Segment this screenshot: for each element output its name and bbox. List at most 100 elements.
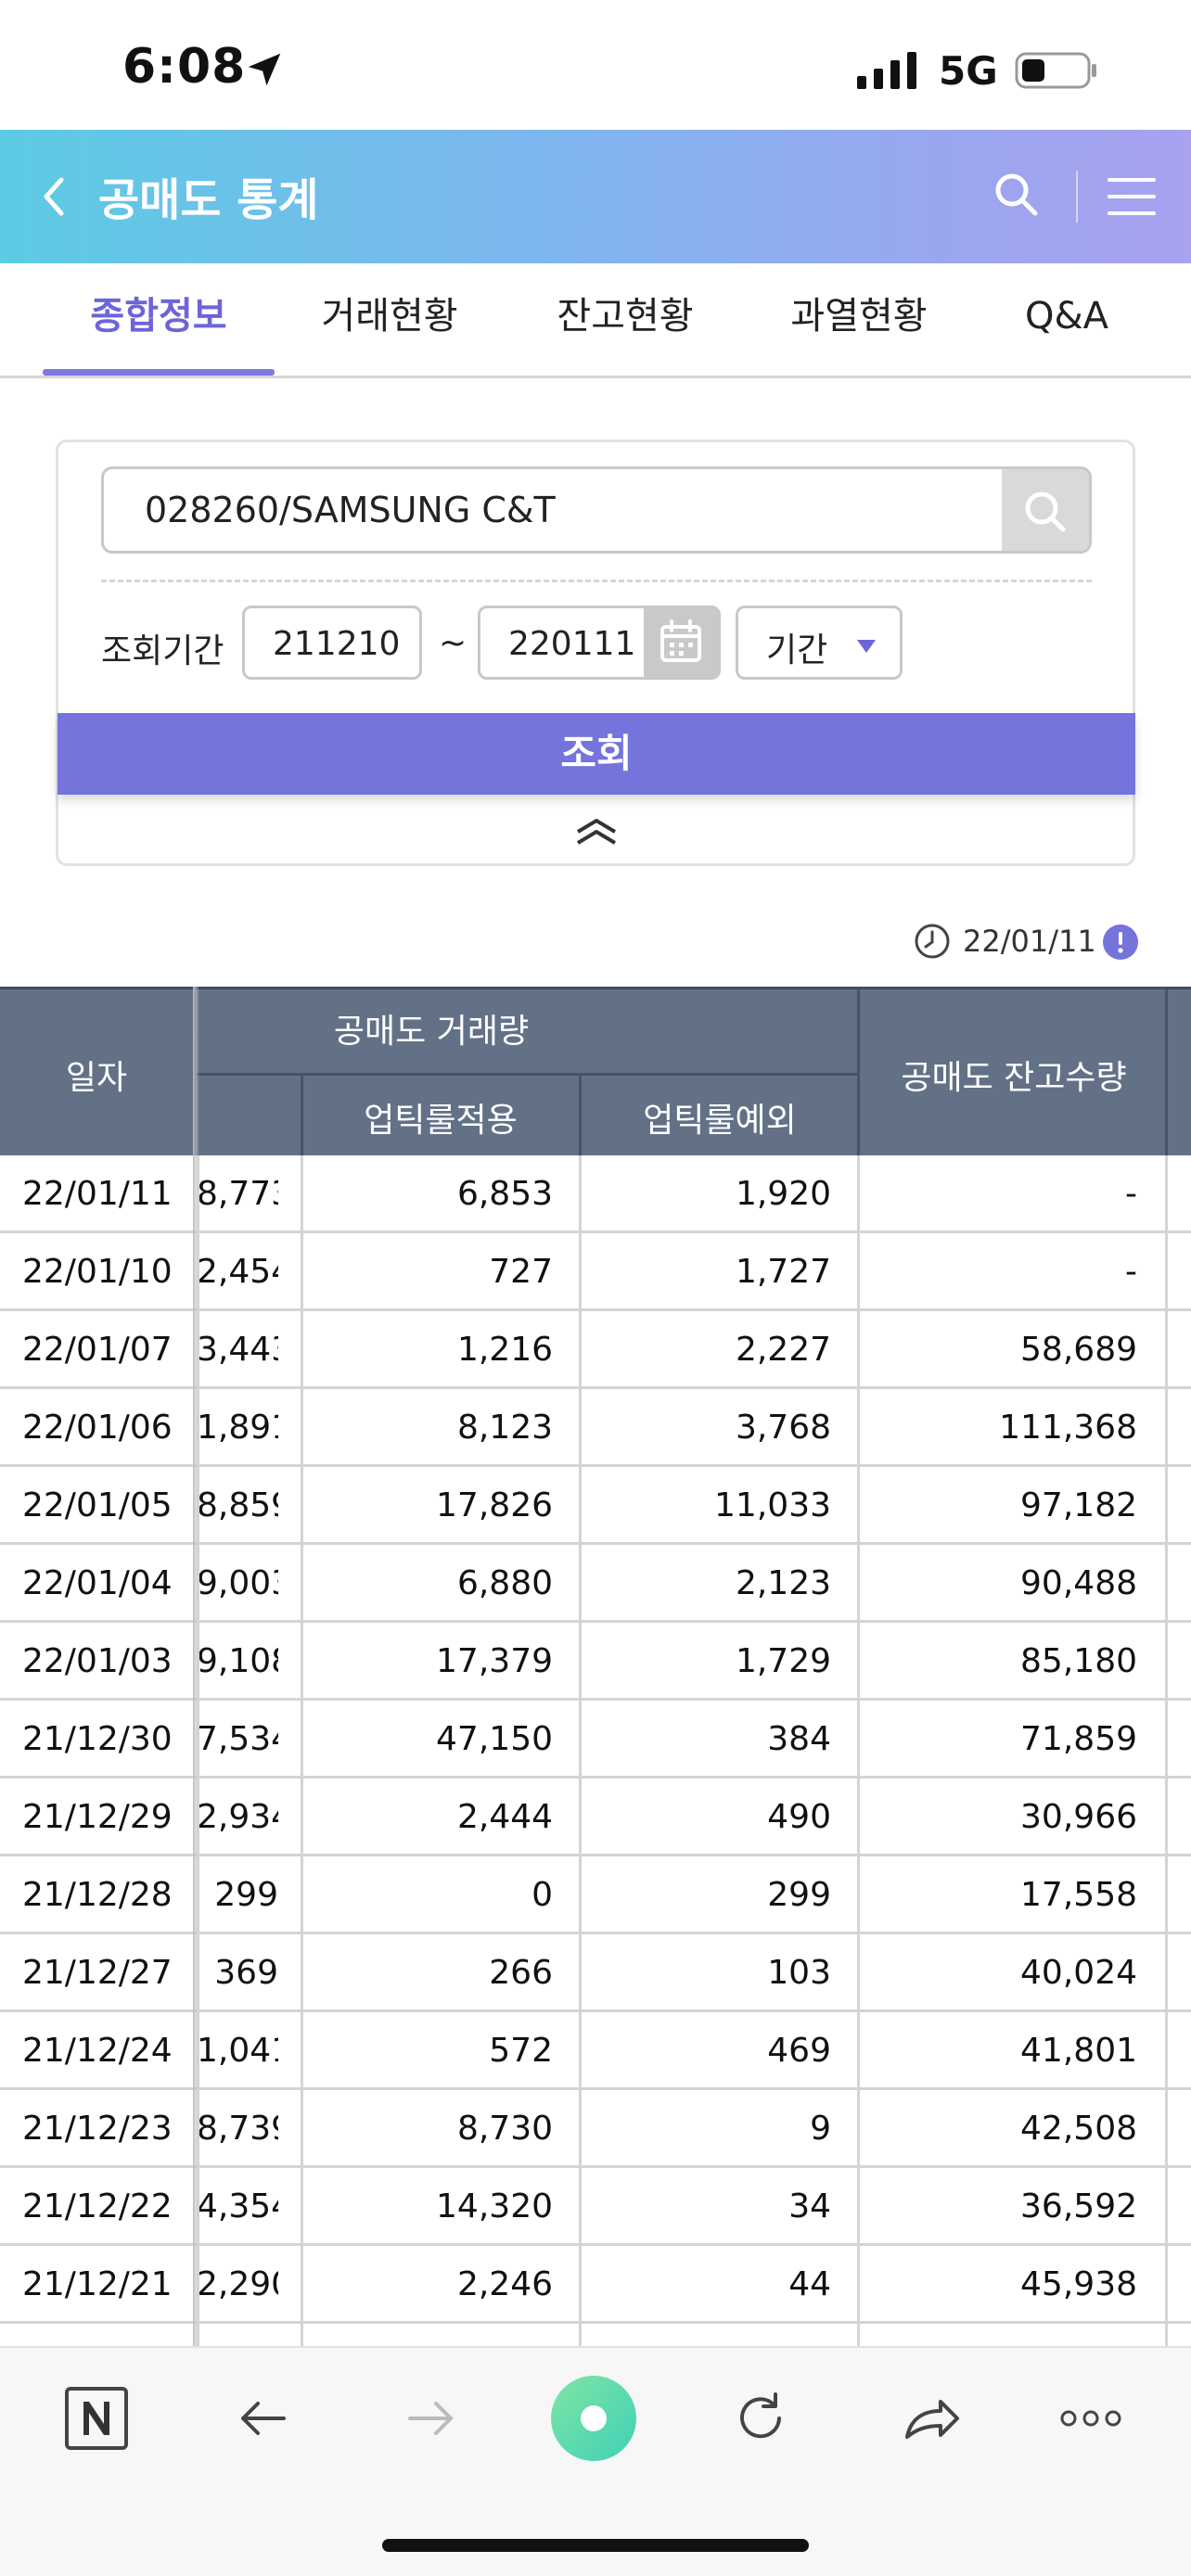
cell-volume-total: 9,108 [197, 1642, 278, 1680]
status-bar: 6:08 5G [0, 0, 1191, 130]
header-volume-group: 공매도 거래량 [333, 1013, 530, 1051]
cell-uptick-exempt: 11,033 [714, 1486, 831, 1524]
naver-icon[interactable] [59, 2381, 134, 2455]
tab-qna[interactable]: Q&A [1024, 295, 1109, 338]
column-divider [1165, 1155, 1168, 2346]
tab-balance[interactable]: 잔고현황 [557, 295, 694, 338]
table-row: 21/12/28 299 0 299 17,558 [0, 1856, 1191, 1934]
header-divider [857, 989, 860, 1158]
tab-trading[interactable]: 거래현황 [321, 295, 458, 338]
cell-volume-total: 8,859 [197, 1486, 278, 1524]
cell-balance-qty: 41,801 [1020, 2032, 1137, 2070]
cell-date: 21/12/23 [22, 2110, 173, 2148]
search-panel: 028260/SAMSUNG C&T 조회기간 211210 ~ 220111 … [56, 440, 1135, 866]
cell-balance-qty: 40,024 [1020, 1954, 1137, 1992]
cell-uptick-exempt: 103 [767, 1954, 831, 1992]
cell-volume-total: 4,354 [197, 2187, 278, 2225]
battery-icon [1015, 52, 1096, 89]
period-label: 조회기간 [101, 632, 224, 670]
hamburger-menu-icon[interactable] [1106, 172, 1158, 221]
cell-uptick-applied: 17,379 [436, 1642, 553, 1680]
cell-uptick-applied: 8,123 [456, 1409, 553, 1447]
cell-balance-qty: - [1125, 1253, 1137, 1291]
table-row: 21/12/29 2,934 2,444 490 30,966 [0, 1779, 1191, 1856]
back-arrow-icon[interactable] [226, 2381, 301, 2455]
table-row: 22/01/04 9,003 6,880 2,123 90,488 [0, 1545, 1191, 1623]
table-row: 21/12/23 8,739 8,730 9 42,508 [0, 2090, 1191, 2168]
short-selling-table[interactable]: 일자 공매도 거래량 업틱룰적용 업틱룰예외 공매도 잔고수량 22/01/11… [0, 987, 1191, 2346]
cell-uptick-applied: 266 [489, 1954, 553, 1992]
page-title: 공매도 통계 [98, 174, 319, 226]
header-divider [197, 1073, 859, 1076]
refresh-icon[interactable] [724, 2381, 798, 2455]
header-divider [579, 1073, 582, 1158]
cell-date: 21/12/29 [22, 1798, 173, 1836]
header-divider [1076, 171, 1078, 223]
tab-summary[interactable]: 종합정보 [90, 295, 227, 338]
dropdown-caret-icon [857, 640, 876, 653]
location-arrow-icon [248, 53, 281, 86]
cell-uptick-exempt: 34 [788, 2187, 831, 2225]
info-icon[interactable] [1102, 924, 1139, 961]
clock-icon [915, 924, 950, 959]
cell-volume-total: 3,443 [197, 1331, 278, 1369]
period-dropdown[interactable]: 기간 [736, 606, 903, 680]
table-row: 22/01/06 1,891 8,123 3,768 111,368 [0, 1389, 1191, 1467]
column-divider [301, 1155, 303, 2346]
network-type: 5G [939, 48, 998, 94]
cell-date: 22/01/03 [22, 1642, 173, 1680]
cell-uptick-applied: 6,853 [456, 1175, 553, 1213]
column-divider [579, 1155, 582, 2346]
collapse-chevron-icon[interactable] [572, 813, 621, 850]
active-tab-indicator [43, 369, 275, 376]
cell-uptick-exempt: 44 [788, 2265, 831, 2303]
signal-bars-icon [857, 52, 916, 89]
tab-overheat[interactable]: 과열현황 [790, 295, 928, 338]
cell-balance-qty: 97,182 [1020, 1486, 1137, 1524]
cell-date: 21/12/30 [22, 1720, 173, 1758]
home-circle-icon[interactable] [549, 2374, 638, 2463]
tab-bar: 종합정보 거래현황 잔고현황 과열현황 Q&A [0, 263, 1191, 378]
cell-volume-total: 2,290 [197, 2265, 278, 2303]
forward-arrow-icon[interactable] [393, 2381, 467, 2455]
dashed-divider [101, 580, 1092, 582]
cell-date: 21/12/22 [22, 2187, 173, 2225]
back-chevron-icon[interactable] [28, 167, 83, 226]
home-indicator [382, 2539, 809, 2552]
cell-balance-qty: 45,938 [1020, 2265, 1137, 2303]
table-row: 21/12/22 4,354 14,320 34 36,592 [0, 2168, 1191, 2246]
cell-balance-qty: 90,488 [1020, 1564, 1137, 1602]
cell-date: 22/01/07 [22, 1331, 173, 1369]
cell-uptick-exempt: 9 [810, 2110, 831, 2148]
header-date: 일자 [65, 1059, 128, 1097]
status-time: 6:08 [122, 39, 247, 95]
cell-date: 22/01/11 [22, 1175, 173, 1213]
cell-balance-qty: 58,689 [1020, 1331, 1137, 1369]
share-icon[interactable] [894, 2381, 968, 2455]
calendar-button[interactable] [644, 608, 718, 677]
cell-uptick-exempt: 299 [767, 1876, 831, 1914]
column-divider [857, 1155, 860, 2346]
start-date-input[interactable]: 211210 [242, 606, 422, 680]
cell-balance-qty: 71,859 [1020, 1720, 1137, 1758]
cell-volume-total: 2,454 [197, 1253, 278, 1291]
cell-balance-qty: - [1125, 1175, 1137, 1213]
stock-search-button[interactable] [1002, 469, 1089, 551]
end-date-input[interactable]: 220111 [478, 606, 721, 680]
cell-volume-total: 9,003 [197, 1564, 278, 1602]
header-uptick-applied: 업틱룰적용 [364, 1102, 518, 1140]
header-uptick-exempt: 업틱룰예외 [643, 1102, 797, 1140]
table-header: 일자 공매도 거래량 업틱룰적용 업틱룰예외 공매도 잔고수량 [0, 987, 1191, 1158]
cell-uptick-applied: 1,216 [456, 1331, 553, 1369]
search-icon[interactable] [989, 167, 1044, 223]
table-row: 21/12/30 7,534 47,150 384 71,859 [0, 1701, 1191, 1779]
query-button[interactable]: 조회 [58, 713, 1135, 795]
browser-toolbar [0, 2346, 1191, 2576]
cell-uptick-exempt: 1,729 [735, 1642, 831, 1680]
table-row [0, 2324, 1191, 2346]
cell-volume-total: 8,739 [197, 2110, 278, 2148]
more-icon[interactable] [1054, 2381, 1128, 2455]
cell-volume-total: 299 [214, 1876, 278, 1914]
stock-search-input[interactable]: 028260/SAMSUNG C&T [101, 466, 1092, 554]
table-row: 22/01/07 3,443 1,216 2,227 58,689 [0, 1311, 1191, 1389]
